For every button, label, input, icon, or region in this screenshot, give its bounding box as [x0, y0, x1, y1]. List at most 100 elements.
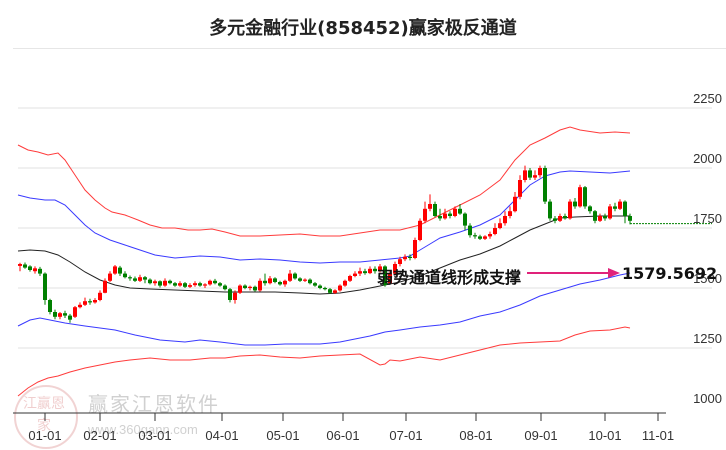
candle-up	[378, 266, 382, 272]
candle-up	[608, 206, 612, 219]
candle-up	[348, 276, 352, 281]
candle-up	[203, 284, 207, 286]
candle-up	[388, 273, 392, 284]
candle-up	[78, 304, 82, 308]
y-tick-label: 2000	[693, 151, 722, 166]
annotation-arrow-head-icon	[608, 268, 620, 278]
candle-down	[23, 264, 27, 268]
candle-down	[48, 300, 52, 312]
candle-up	[208, 280, 212, 285]
candle-up	[33, 268, 37, 272]
x-tick-label: 03-01	[138, 428, 172, 443]
candle-down	[363, 271, 367, 274]
candle-up	[413, 240, 417, 258]
watermark-url: www.360gann.com	[88, 422, 198, 437]
candle-up	[483, 236, 487, 239]
candle-up	[333, 290, 337, 293]
candle-up	[538, 168, 542, 176]
candle-up	[558, 216, 562, 221]
candle-up	[398, 259, 402, 264]
y-tick-label: 2250	[693, 91, 722, 106]
candle-down	[28, 266, 32, 270]
x-tick-label: 10-01	[588, 428, 622, 443]
candle-down	[223, 285, 227, 290]
candle-up	[418, 220, 422, 240]
candle-up	[58, 313, 62, 317]
candle-down	[168, 280, 172, 284]
candle-down	[148, 279, 152, 284]
candle-down	[548, 201, 552, 219]
candle-down	[468, 225, 472, 236]
candle-up	[188, 285, 192, 287]
candle-up	[488, 234, 492, 237]
candle-down	[243, 285, 247, 288]
candle-up	[498, 223, 502, 228]
candle-down	[328, 289, 332, 293]
candle-up	[98, 292, 102, 300]
candle-down	[458, 208, 462, 214]
candle-up	[163, 280, 167, 286]
candle-down	[38, 268, 42, 274]
candle-up	[343, 280, 347, 286]
y-tick-label: 1500	[693, 271, 722, 286]
candle-up	[138, 277, 142, 281]
candle-down	[43, 273, 47, 300]
candle-up	[113, 266, 117, 274]
candle-up	[518, 180, 522, 197]
candle-up	[453, 208, 457, 216]
candle-up	[578, 187, 582, 207]
chart-title: 多元金融行业(858452)赢家极反通道	[209, 18, 517, 39]
candle-down	[263, 280, 267, 284]
outer-upper-line	[17, 126, 631, 237]
candle-down	[588, 206, 592, 212]
watermark-name: 赢家江恩软件	[88, 392, 220, 416]
candle-down	[158, 281, 162, 286]
candle-up	[533, 175, 537, 178]
candle-down	[623, 201, 627, 216]
candle-down	[438, 216, 442, 219]
candle-up	[493, 228, 497, 234]
candle-down	[253, 286, 257, 291]
candle-up	[288, 273, 292, 281]
candle-up	[268, 278, 272, 284]
candle-down	[373, 268, 377, 272]
x-tick-label: 11-01	[641, 428, 675, 443]
title-divider	[13, 48, 726, 49]
candle-down	[448, 213, 452, 216]
watermark-seal-text: 江赢恩家	[23, 396, 65, 434]
annotation-label: 弱势通道线形成支撑	[377, 268, 522, 287]
candle-up	[428, 204, 432, 209]
candle-down	[463, 213, 467, 226]
candle-up	[108, 273, 112, 281]
candle-down	[273, 278, 277, 282]
candle-up	[423, 208, 427, 221]
x-tick-label: 05-01	[266, 428, 300, 443]
candle-down	[218, 283, 222, 286]
x-tick-label: 06-01	[326, 428, 360, 443]
candle-up	[233, 292, 237, 300]
candle-up	[103, 280, 107, 293]
y-tick-label: 1000	[693, 391, 722, 406]
candle-down	[553, 218, 557, 221]
candle-up	[178, 283, 182, 286]
candle-up	[598, 216, 602, 221]
x-tick-label: 07-01	[389, 428, 423, 443]
x-tick-label: 02-01	[83, 428, 117, 443]
candle-up	[503, 216, 507, 224]
candle-down	[408, 256, 412, 258]
y-tick-label: 1250	[693, 331, 722, 346]
candle-down	[318, 285, 322, 288]
candle-down	[473, 235, 477, 237]
outer-lower-line	[17, 326, 631, 397]
candle-down	[593, 211, 597, 221]
candle-down	[573, 201, 577, 207]
candle-up	[303, 279, 307, 281]
candle-up	[93, 300, 97, 303]
candle-down	[308, 279, 312, 284]
x-tick-label: 09-01	[524, 428, 558, 443]
watermark-seal-icon	[14, 385, 78, 449]
candle-up	[283, 280, 287, 285]
inner-upper-line	[17, 170, 631, 264]
candle-down	[53, 312, 57, 317]
